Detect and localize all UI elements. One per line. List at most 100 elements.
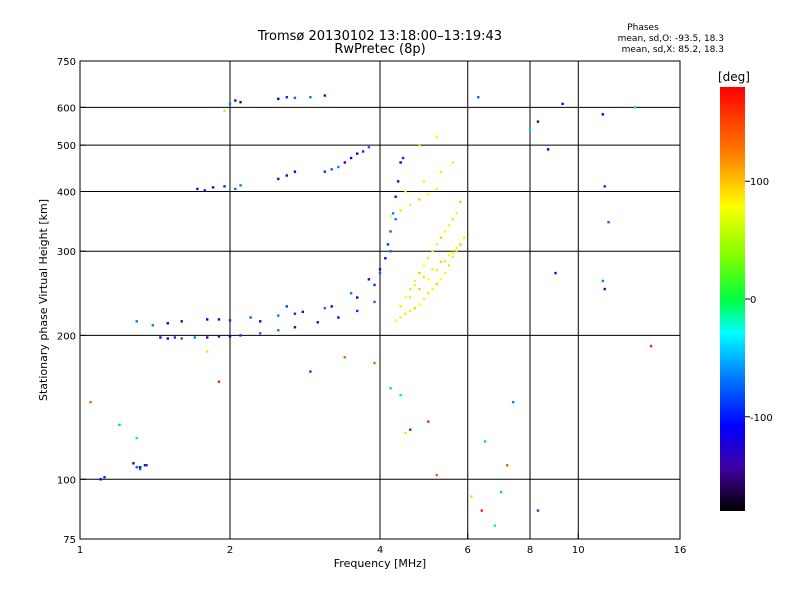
data-point (443, 271, 447, 275)
data-point (239, 184, 242, 187)
data-point (389, 215, 392, 218)
data-point (422, 180, 426, 183)
data-point (404, 296, 407, 299)
x-axis: 1 2 4 6 8 10 16 (77, 533, 686, 556)
data-point (404, 431, 407, 435)
colorbar-tick-label: -100 (750, 413, 773, 424)
data-point (451, 161, 455, 164)
data-point (399, 209, 402, 212)
data-point (601, 279, 605, 283)
data-point (285, 305, 288, 308)
data-point (422, 275, 426, 279)
data-point (477, 95, 480, 99)
data-point (413, 306, 417, 310)
data-point (480, 509, 483, 512)
data-point (443, 230, 447, 233)
data-point (228, 335, 232, 338)
data-point (391, 212, 395, 215)
data-point (228, 319, 232, 322)
data-point (285, 174, 288, 177)
y-axis-label: Stationary phase Virtual Height [km] (37, 199, 50, 401)
data-point (239, 334, 242, 337)
data-point (455, 250, 458, 253)
data-point (180, 337, 183, 340)
data-point (293, 170, 297, 173)
data-point (234, 187, 237, 191)
data-point (89, 400, 92, 404)
data-point (355, 309, 359, 313)
data-point (166, 322, 169, 325)
data-point (309, 370, 312, 373)
data-point (435, 243, 438, 246)
data-point (439, 170, 443, 173)
data-point (337, 165, 340, 169)
data-point (427, 192, 430, 196)
data-point (166, 337, 169, 340)
y-tick-label: 500 (57, 141, 76, 152)
y-tick-label: 200 (57, 331, 76, 342)
data-point (427, 278, 430, 281)
data-point (633, 106, 637, 109)
data-point (259, 320, 262, 323)
data-point (217, 335, 221, 338)
data-point (355, 152, 359, 155)
data-point (223, 185, 226, 188)
data-point (367, 278, 371, 281)
data-point (180, 320, 183, 323)
y-axis: 75 100 200 300 400 500 600 750 (57, 57, 86, 546)
data-point (399, 393, 402, 397)
data-point (459, 243, 462, 246)
y-tick-label: 300 (57, 247, 76, 258)
x-tick-label: 6 (465, 545, 471, 556)
colorbar-ticks: 100 0 -100 (745, 177, 773, 424)
data-point (451, 218, 455, 221)
data-point (511, 400, 515, 404)
data-point (143, 464, 147, 467)
data-point (159, 336, 162, 339)
data-point (394, 195, 397, 198)
data-point (399, 161, 402, 164)
data-point (277, 177, 280, 181)
y-tick-label: 400 (57, 187, 76, 198)
data-point (389, 250, 392, 253)
data-point (135, 436, 138, 440)
data-point (118, 423, 121, 427)
data-point (323, 170, 327, 173)
data-point (447, 264, 451, 267)
data-point (439, 278, 443, 281)
data-point (435, 268, 438, 272)
chart-title: Tromsø 20130102 13:18:00–13:19:43 (257, 29, 502, 44)
data-point (330, 168, 333, 171)
data-point (277, 329, 280, 332)
data-point (103, 476, 106, 479)
data-point (217, 380, 221, 383)
data-point (649, 344, 653, 348)
plot-grid (80, 61, 680, 539)
data-point (536, 120, 540, 123)
data-point (427, 257, 430, 260)
data-point (301, 310, 305, 314)
colorbar-label: [deg] (718, 70, 750, 84)
data-point (394, 218, 397, 221)
colorbar-tick-label: 100 (750, 177, 769, 188)
data-point (435, 187, 438, 191)
data-point (196, 187, 199, 191)
data-point (431, 287, 434, 291)
data-point (427, 420, 430, 423)
x-axis-label: Frequency [MHz] (334, 557, 426, 570)
data-point (285, 95, 288, 99)
data-point (493, 524, 497, 527)
data-point (223, 109, 226, 113)
data-point (228, 102, 232, 106)
data-point (603, 185, 606, 188)
data-point (404, 312, 407, 315)
data-point (447, 224, 451, 227)
data-point (413, 279, 417, 283)
data-point (135, 465, 138, 469)
data-point (470, 495, 473, 498)
data-point (349, 292, 353, 295)
x-tick-label: 10 (572, 545, 585, 556)
data-point (138, 465, 142, 469)
data-point (451, 251, 455, 254)
data-point (546, 148, 550, 151)
